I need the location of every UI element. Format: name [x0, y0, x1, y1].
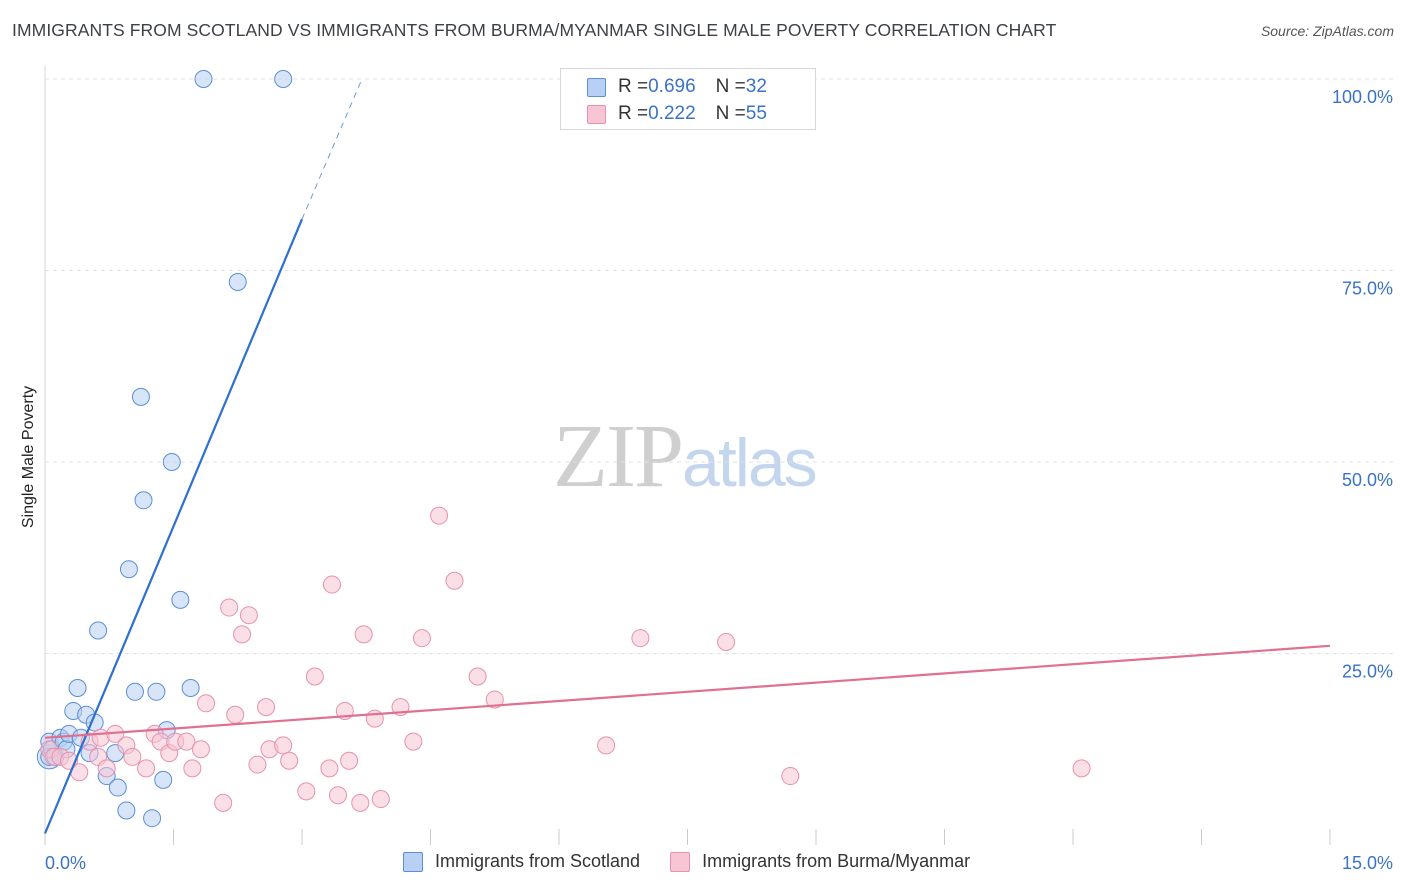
data-point-scotland	[274, 70, 293, 88]
data-point-burma	[328, 786, 347, 805]
watermark-atlas: atlas	[682, 425, 818, 501]
x-tick-label: 15.0%	[1342, 853, 1393, 873]
y-tick-label: 50.0%	[1342, 470, 1393, 490]
data-point-burma	[597, 736, 616, 755]
data-point-scotland	[147, 682, 166, 701]
y-axis-label: Single Male Poverty	[20, 385, 37, 529]
data-point-burma	[371, 790, 390, 809]
data-point-scotland	[125, 682, 144, 701]
data-point-burma	[197, 694, 216, 713]
data-point-scotland	[134, 491, 153, 510]
trendline-extension-scotland	[301, 78, 363, 220]
data-point-scotland	[181, 678, 200, 697]
data-point-scotland	[154, 770, 173, 789]
y-tick-label: 100.0%	[1332, 87, 1393, 107]
data-point-burma	[191, 740, 210, 759]
data-point-scotland	[162, 453, 181, 471]
legend-n-value: 55	[745, 103, 767, 124]
trendline-burma	[44, 644, 1331, 739]
data-point-burma	[177, 732, 196, 751]
data-point-burma	[430, 506, 449, 525]
data-point-burma	[248, 755, 267, 774]
legend-r-value: 0.696	[648, 76, 696, 97]
legend-swatch-burma	[587, 104, 606, 124]
legend-swatch-scotland	[587, 77, 606, 97]
data-point-burma	[340, 751, 359, 770]
legend-r-label: R =	[618, 103, 649, 124]
data-point-burma	[354, 625, 373, 644]
data-point-burma	[183, 759, 202, 778]
data-point-burma	[781, 767, 800, 786]
source-label: Source: ZipAtlas.com	[1260, 23, 1394, 39]
data-point-burma	[468, 667, 487, 686]
legend-item-scotland: Immigrants from Scotland	[403, 851, 640, 872]
data-point-burma	[274, 736, 293, 755]
data-point-burma	[226, 705, 245, 724]
legend-label-burma: Immigrants from Burma/Myanmar	[702, 851, 971, 871]
data-point-burma	[239, 606, 258, 625]
legend-item-burma: Immigrants from Burma/Myanmar	[670, 851, 970, 872]
data-point-burma	[717, 633, 736, 652]
data-point-burma	[233, 625, 252, 644]
data-point-burma	[1072, 759, 1091, 778]
data-point-burma	[97, 759, 116, 778]
y-tick-label: 75.0%	[1342, 279, 1393, 299]
data-point-burma	[220, 598, 239, 617]
data-point-burma	[123, 747, 142, 766]
legend-r-label: R =	[618, 76, 649, 97]
data-point-scotland	[194, 70, 213, 88]
data-point-burma	[137, 759, 156, 778]
series-legend: Immigrants from Scotland Immigrants from…	[403, 851, 1000, 872]
data-point-scotland	[131, 387, 150, 406]
data-point-burma	[351, 793, 370, 812]
data-point-scotland	[119, 560, 138, 579]
data-point-burma	[214, 793, 233, 812]
data-point-burma	[320, 759, 339, 778]
data-point-scotland	[117, 801, 136, 820]
y-tick-label: 25.0%	[1342, 662, 1393, 682]
watermark-zip: ZIP	[553, 407, 684, 506]
legend-label-scotland: Immigrants from Scotland	[435, 851, 641, 871]
data-point-scotland	[68, 678, 87, 697]
legend-row-burma: R = 0.222 N = 55	[587, 102, 767, 126]
legend-swatch-burma	[670, 851, 691, 872]
legend-n-label: N =	[715, 103, 746, 124]
watermark: ZIPatlas	[553, 405, 818, 508]
data-point-burma	[297, 782, 316, 801]
correlation-legend: R = 0.696 N = 32 R = 0.222 N = 55	[560, 68, 816, 130]
data-point-burma	[257, 698, 276, 717]
data-point-scotland	[108, 778, 127, 797]
data-point-burma	[485, 690, 504, 709]
data-point-burma	[445, 571, 464, 590]
x-tick-label: 0.0%	[45, 853, 86, 873]
data-point-burma	[631, 629, 650, 648]
data-point-scotland	[171, 590, 190, 609]
legend-swatch-scotland	[403, 851, 423, 872]
data-point-scotland	[228, 272, 247, 291]
data-point-burma	[305, 667, 324, 686]
legend-n-value: 32	[745, 76, 767, 97]
data-point-scotland	[143, 809, 162, 828]
legend-r-value: 0.222	[648, 103, 696, 124]
chart-title: IMMIGRANTS FROM SCOTLAND VS IMMIGRANTS F…	[12, 20, 1057, 40]
legend-row-scotland: R = 0.696 N = 32	[587, 75, 767, 99]
data-point-burma	[280, 751, 299, 770]
data-point-burma	[412, 629, 431, 648]
trendline-scotland	[43, 218, 304, 834]
data-point-burma	[404, 732, 423, 751]
legend-n-label: N =	[715, 76, 746, 97]
data-point-scotland	[89, 621, 108, 640]
data-point-burma	[322, 575, 341, 594]
